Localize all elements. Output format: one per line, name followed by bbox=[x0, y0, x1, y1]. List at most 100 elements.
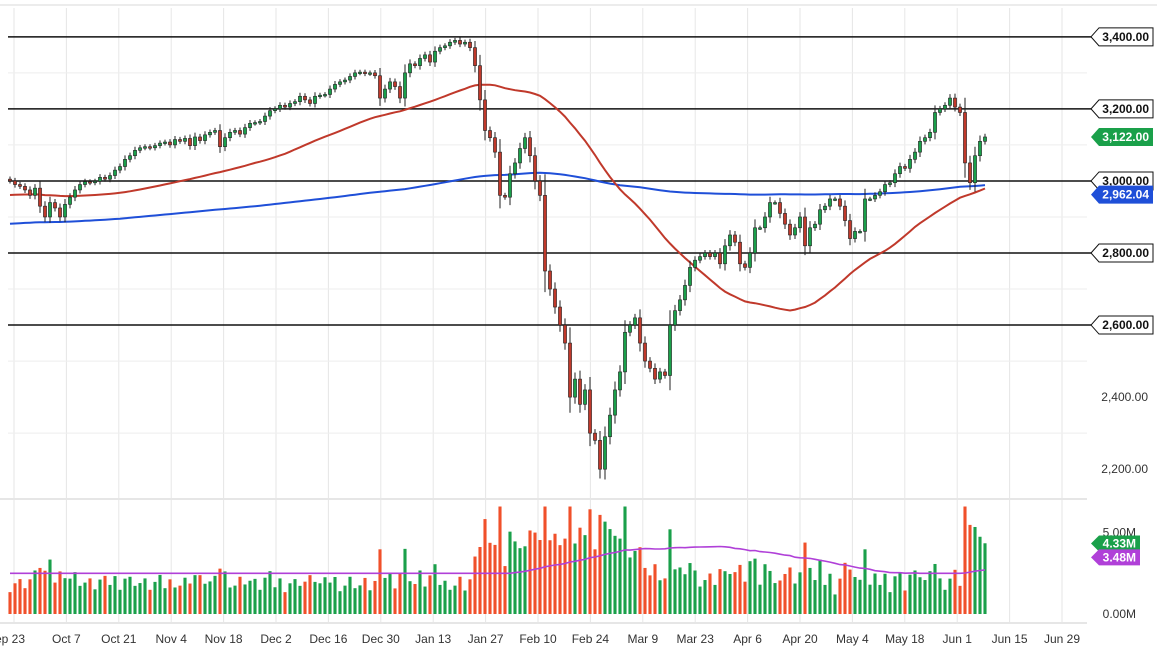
candle bbox=[703, 249, 707, 260]
volume-bar bbox=[263, 577, 267, 614]
candle bbox=[118, 163, 122, 174]
volume-bar bbox=[388, 573, 392, 614]
candle-body bbox=[113, 169, 117, 176]
candle bbox=[698, 253, 702, 264]
volume-bar bbox=[828, 573, 832, 614]
volume-bar bbox=[543, 506, 547, 614]
volume-bar bbox=[783, 573, 787, 614]
volume-bar bbox=[618, 538, 622, 614]
candle bbox=[98, 174, 102, 185]
x-tick-label: Apr 6 bbox=[733, 632, 762, 646]
volume-bar bbox=[668, 529, 672, 614]
volume-bar bbox=[953, 569, 957, 614]
candle bbox=[288, 100, 292, 111]
volume-bar bbox=[413, 583, 417, 614]
candle bbox=[548, 264, 552, 296]
candle-body bbox=[463, 41, 467, 45]
volume-bar bbox=[718, 569, 722, 614]
candle bbox=[773, 200, 777, 205]
candle-body bbox=[748, 252, 752, 268]
candle-body bbox=[533, 155, 537, 182]
candle-body bbox=[503, 195, 507, 198]
volume-bar bbox=[343, 585, 347, 614]
volume-bar bbox=[328, 582, 332, 614]
candle-body bbox=[893, 173, 897, 184]
volume-bar bbox=[913, 570, 917, 614]
candle bbox=[788, 219, 792, 240]
candle-body bbox=[583, 389, 587, 405]
level-tag bbox=[1090, 27, 1154, 47]
candle bbox=[588, 376, 592, 447]
candle-body bbox=[668, 324, 672, 376]
candle-body bbox=[608, 414, 612, 438]
volume-bar bbox=[708, 573, 712, 614]
candle bbox=[883, 180, 887, 196]
candle bbox=[688, 260, 692, 293]
volume-bar bbox=[698, 586, 702, 614]
candle-body bbox=[78, 184, 82, 191]
horizontal-levels: 3,400.00 3,200.00 3,000.00 2,800.00 2,600.00 bbox=[8, 27, 1154, 335]
x-tick-label: Nov 18 bbox=[205, 632, 243, 646]
candle bbox=[278, 102, 282, 112]
volume-bar bbox=[628, 557, 632, 614]
volume-bar bbox=[313, 581, 317, 614]
volume-bar bbox=[728, 573, 732, 614]
volume-bar bbox=[493, 544, 497, 614]
volume-bar bbox=[23, 588, 27, 614]
candle-body bbox=[773, 202, 777, 205]
candle bbox=[303, 93, 307, 103]
candle-body bbox=[288, 103, 292, 108]
candle-body bbox=[838, 198, 842, 207]
candle-body bbox=[688, 267, 692, 286]
volume-bar bbox=[398, 573, 402, 614]
volume-bar bbox=[358, 585, 362, 614]
candle-body bbox=[118, 166, 122, 171]
volume-bar bbox=[333, 577, 337, 614]
candle-body bbox=[848, 220, 852, 239]
volume-bar bbox=[13, 583, 17, 614]
x-tick-label: Jan 27 bbox=[468, 632, 504, 646]
candle bbox=[148, 144, 152, 151]
volume-bar bbox=[888, 592, 892, 614]
candle bbox=[38, 181, 42, 213]
candle bbox=[963, 97, 967, 178]
volume-bar bbox=[278, 578, 282, 614]
volume-bar bbox=[523, 546, 527, 614]
candle-body bbox=[318, 94, 322, 97]
volume-bar bbox=[738, 564, 742, 614]
volume-bar bbox=[903, 590, 907, 614]
level-tag bbox=[1090, 243, 1154, 263]
volume-bar bbox=[683, 574, 687, 614]
volume-bar bbox=[653, 564, 657, 614]
candle-body bbox=[798, 216, 802, 229]
candle-body bbox=[793, 227, 797, 236]
candle bbox=[468, 38, 472, 52]
candle-body bbox=[13, 180, 17, 185]
candle bbox=[798, 212, 802, 233]
volume-bar bbox=[73, 572, 77, 614]
volume-bar bbox=[838, 578, 842, 614]
candle-body bbox=[568, 342, 572, 398]
candle bbox=[233, 127, 237, 135]
volume-bar bbox=[778, 580, 782, 614]
candle-body bbox=[143, 146, 147, 149]
candle bbox=[573, 372, 577, 404]
volume-bar bbox=[368, 590, 372, 614]
volume-bar bbox=[273, 587, 277, 614]
volume-bar bbox=[53, 582, 57, 614]
candle-body bbox=[763, 216, 767, 229]
candle bbox=[13, 177, 17, 188]
volume-bar bbox=[968, 524, 972, 614]
candle-body bbox=[978, 141, 982, 157]
candle bbox=[228, 128, 232, 142]
candle bbox=[903, 163, 907, 171]
candle-body bbox=[528, 137, 532, 157]
candle-body bbox=[623, 331, 627, 373]
volume-bar bbox=[93, 589, 97, 614]
candle-body bbox=[898, 166, 902, 175]
candle-body bbox=[73, 189, 77, 198]
candle bbox=[328, 85, 332, 98]
candle bbox=[763, 212, 767, 233]
candle-body bbox=[198, 136, 202, 141]
